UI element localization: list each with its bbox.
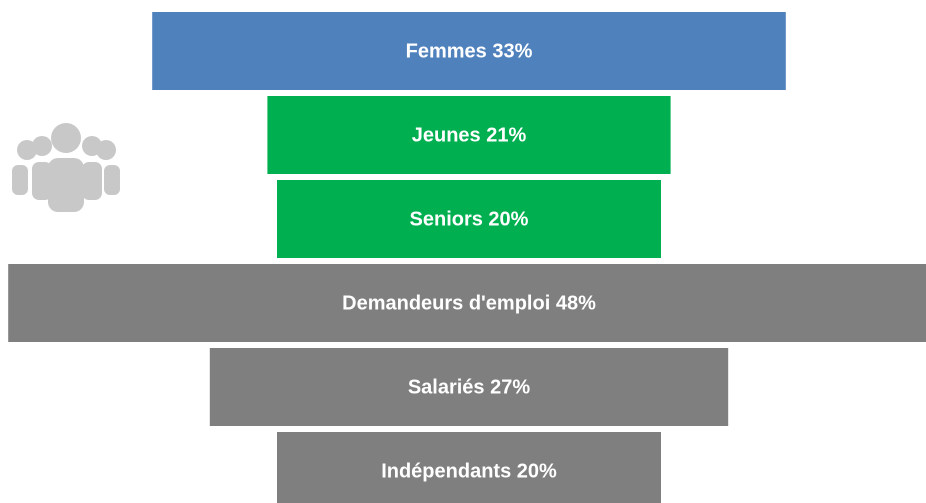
funnel-bar	[8, 264, 926, 342]
bar-label: Jeunes 21%	[412, 124, 527, 146]
bar-label: Seniors 20%	[410, 208, 529, 230]
bar-label: Demandeurs d'emploi 48%	[342, 292, 596, 314]
funnel-bar	[152, 12, 786, 90]
funnel-bar	[267, 96, 671, 174]
bar-label: Salariés 27%	[408, 376, 531, 398]
bar-label: Indépendants 20%	[381, 460, 557, 482]
funnel-bar	[277, 180, 661, 258]
funnel-bar	[209, 348, 729, 426]
bar-label: Femmes 33%	[406, 40, 533, 62]
funnel-bar	[277, 432, 661, 503]
people-icon	[12, 123, 120, 212]
